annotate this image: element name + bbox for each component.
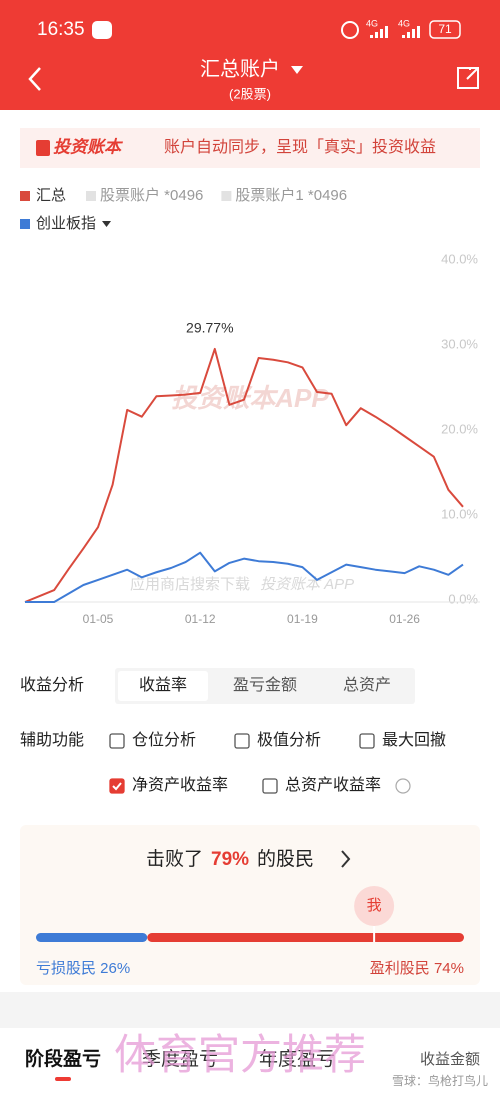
checkbox-label[interactable]: 净资产收益率	[132, 776, 228, 794]
beat-prefix: 击败了	[146, 848, 203, 870]
series-line	[25, 551, 464, 603]
legend-label[interactable]: 汇总	[36, 187, 66, 204]
checkbox-label[interactable]: 总资产收益率	[285, 776, 381, 794]
tools-label: 辅助功能	[20, 731, 84, 749]
watermark: 应用商店搜索下载	[130, 575, 250, 593]
checkbox[interactable]	[109, 778, 125, 794]
y-tick-label: 20.0%	[441, 421, 478, 436]
banner-text: 账户自动同步，呈现「真实」投资收益	[164, 138, 436, 156]
legend-swatch-inactive	[86, 191, 96, 201]
legend-label-inactive[interactable]: 股票账户 *0496	[100, 187, 203, 204]
checkbox[interactable]	[109, 733, 125, 749]
tab[interactable]: 年度盈亏	[259, 1048, 335, 1070]
x-tick-label: 01-05	[83, 612, 114, 626]
info-icon[interactable]	[395, 778, 411, 794]
me-label: 我	[367, 897, 382, 914]
segment-tab[interactable]: 总资产	[343, 676, 391, 694]
y-tick-label: 0.0%	[448, 591, 478, 606]
status-time: 16:35	[37, 19, 85, 40]
legend-label[interactable]: 创业板指	[36, 214, 96, 232]
signal-icon-2	[402, 26, 420, 38]
profit-bar	[147, 933, 464, 942]
brand-icon	[36, 140, 50, 156]
watermark: 投资账本APP	[171, 383, 329, 413]
back-button[interactable]	[28, 67, 41, 91]
wechat-icon	[92, 21, 112, 39]
segment-tab[interactable]: 收益率	[139, 676, 187, 694]
tab[interactable]: 阶段盈亏	[25, 1047, 101, 1070]
x-tick-label: 01-19	[287, 612, 318, 626]
battery-icon	[429, 20, 461, 39]
profit-label: 盈利股民 74%	[370, 960, 464, 977]
alarm-icon	[341, 21, 359, 39]
beat-arrow[interactable]	[341, 850, 351, 868]
footer-watermark: 雪球：鸟枪打鸟儿	[392, 1073, 488, 1088]
header-bg	[0, 0, 500, 110]
x-tick-label: 01-12	[185, 612, 216, 626]
y-tick-label: 40.0%	[441, 251, 478, 266]
y-tick-label: 10.0%	[441, 506, 478, 521]
legend-swatch	[20, 191, 30, 201]
tab-indicator	[55, 1077, 71, 1081]
data-label: 29.77%	[186, 320, 233, 336]
beat-percent: 79%	[211, 849, 249, 870]
beat-card	[20, 825, 480, 985]
me-bubble	[354, 886, 395, 926]
battery-level: 71	[438, 22, 452, 36]
segment-tab[interactable]: 盈亏金额	[233, 676, 297, 694]
banner-bg	[20, 128, 480, 168]
toggle[interactable]: 收益金额	[420, 1051, 480, 1068]
legend-swatch	[20, 219, 30, 229]
x-tick-label: 01-26	[389, 612, 420, 626]
y-tick-label: 30.0%	[441, 336, 478, 351]
separator	[0, 992, 500, 1028]
overlay-text: 体育官方推荐	[114, 1031, 366, 1078]
loss-label: 亏损股民 26%	[36, 960, 130, 977]
share-button[interactable]	[457, 67, 479, 89]
checkbox-label[interactable]: 仓位分析	[132, 731, 196, 749]
series-line	[24, 347, 464, 603]
network-label-2: 4G	[398, 18, 410, 28]
checkbox[interactable]	[234, 733, 250, 749]
legend-label-inactive[interactable]: 股票账户1 *0496	[235, 187, 347, 204]
header-subtitle: (2股票)	[229, 86, 271, 101]
analysis-label: 收益分析	[20, 676, 84, 694]
checkmark	[112, 782, 122, 791]
checkbox-label[interactable]: 最大回撤	[382, 731, 446, 749]
loss-bar	[36, 933, 148, 942]
segment-selected	[118, 671, 208, 701]
checkbox-label[interactable]: 极值分析	[257, 731, 321, 749]
banner-brand: 投资账本	[53, 137, 124, 156]
checkbox[interactable]	[359, 733, 375, 749]
checkbox[interactable]	[262, 778, 278, 794]
header-title[interactable]: 汇总账户	[200, 57, 280, 80]
network-label: 4G	[366, 18, 378, 28]
signal-icon	[370, 26, 388, 38]
legend-swatch-inactive	[221, 191, 232, 201]
title-dropdown[interactable]	[291, 66, 303, 74]
tab[interactable]: 季度盈亏	[142, 1048, 218, 1070]
watermark: 投资账本 APP	[260, 576, 354, 593]
legend-dropdown[interactable]	[102, 221, 112, 227]
beat-suffix: 的股民	[257, 848, 314, 870]
